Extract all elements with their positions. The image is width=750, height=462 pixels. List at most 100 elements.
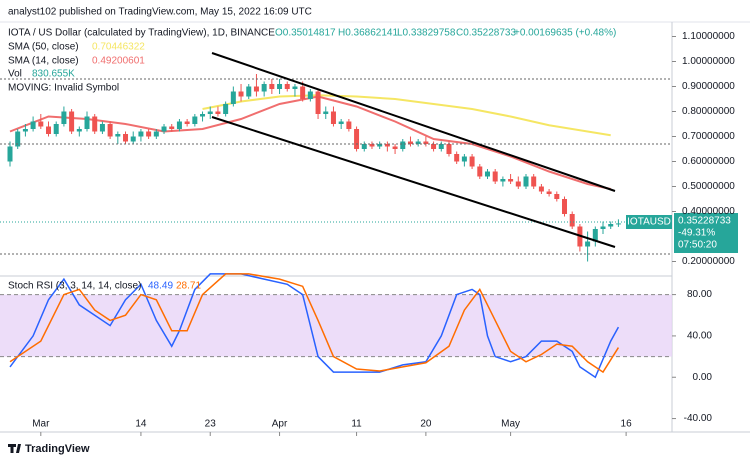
candle-body — [123, 134, 129, 142]
logo-icon — [8, 444, 21, 453]
candle-body — [338, 121, 344, 124]
candle-body — [592, 229, 598, 242]
candle-body — [192, 116, 198, 124]
candle-body — [22, 129, 28, 132]
candle-body — [38, 121, 44, 127]
candle-body — [531, 176, 537, 187]
sma-name: SMA (14, close) — [8, 56, 79, 67]
candle-body — [361, 144, 367, 149]
y-tick-label: 0.20000000 — [682, 256, 735, 267]
ohlc-close: C0.35228733 — [456, 28, 516, 39]
candle-body — [446, 144, 452, 154]
candle-body — [461, 156, 467, 162]
header: analyst102 published on TradingView.com,… — [8, 7, 312, 18]
candle-body — [384, 144, 390, 147]
candle-body — [469, 156, 475, 167]
candle-body — [261, 84, 267, 92]
candle-body — [615, 223, 621, 225]
candle-body — [354, 129, 360, 149]
candle-body — [130, 136, 136, 142]
candle-body — [508, 179, 514, 182]
y-tick-label: 0.60000000 — [682, 156, 735, 167]
stoch-band — [0, 294, 672, 357]
candle-body — [46, 126, 52, 134]
stoch-value: 28.71 — [176, 281, 201, 292]
moving-label: MOVING: Invalid Symbol — [8, 83, 119, 94]
candle-body — [330, 111, 336, 124]
candle-body — [69, 111, 75, 132]
x-tick-label: 16 — [621, 419, 633, 430]
price-tag-value: 0.35228733 — [678, 216, 731, 227]
x-tick-label: May — [501, 419, 520, 430]
y-tick-label: 1.10000000 — [682, 31, 735, 42]
x-tick-label: 14 — [135, 419, 147, 430]
ohlc-change: +0.00169635 (+0.48%) — [514, 28, 616, 39]
candle-body — [600, 226, 606, 229]
candle-body — [608, 224, 614, 227]
volume-name: Vol — [8, 69, 22, 80]
candle-body — [153, 131, 159, 137]
stoch-line — [9, 273, 620, 374]
candle-body — [346, 121, 352, 129]
y-tick-label: 0.00 — [693, 372, 713, 383]
candle-body — [230, 91, 236, 104]
candle-body — [238, 91, 244, 97]
candle-body — [253, 86, 259, 92]
ohlc-low: L0.33829758 — [397, 28, 456, 39]
logo: TradingView — [8, 443, 90, 455]
y-tick-label: -40.00 — [684, 413, 713, 424]
candle-body — [269, 84, 275, 89]
candle-body — [515, 181, 521, 187]
candle-body — [284, 84, 290, 89]
candle-body — [169, 126, 175, 129]
sma-name: SMA (50, close) — [8, 42, 79, 53]
candle-body — [7, 146, 13, 162]
candle-body — [215, 111, 221, 114]
candle-body — [53, 124, 59, 134]
candle-body — [107, 124, 113, 137]
x-tick-label: Apr — [272, 419, 288, 430]
candle-body — [484, 171, 490, 177]
candle-body — [76, 129, 82, 132]
candle-body — [99, 124, 105, 132]
candle-body — [315, 91, 321, 114]
candle-body — [523, 176, 529, 187]
x-tick-label: 20 — [420, 419, 432, 430]
candle-body — [176, 121, 182, 129]
stoch-value: 48.49 — [148, 281, 173, 292]
ohlc-high: H0.36862141 — [338, 28, 398, 39]
candle-body — [30, 121, 36, 129]
sma-value: 0.49200601 — [92, 56, 145, 67]
candle-body — [562, 199, 568, 214]
candle-body — [569, 214, 575, 227]
candle-body — [115, 134, 121, 137]
y-tick-label: 0.80000000 — [682, 106, 735, 117]
y-tick-label: 0.50000000 — [682, 181, 735, 192]
volume-value: 830.655K — [32, 69, 75, 80]
candle-body — [146, 131, 152, 137]
candle-body — [477, 166, 483, 177]
candle-body — [207, 111, 213, 114]
price-tag-countdown: 07:50:20 — [678, 240, 717, 251]
candle-body — [92, 116, 98, 132]
channel-line — [211, 116, 616, 248]
candle-body — [546, 191, 552, 194]
candle-body — [454, 154, 460, 162]
plot — [0, 74, 672, 379]
x-tick-label: 23 — [205, 419, 217, 430]
candle-body — [277, 84, 283, 89]
candle-body — [184, 121, 190, 124]
sma-value: 0.70446322 — [92, 42, 145, 53]
candle-body — [369, 144, 375, 147]
candle-body — [492, 171, 498, 182]
candle-body — [585, 241, 591, 247]
candle-body — [161, 126, 167, 132]
candle-body — [377, 144, 383, 147]
candle-body — [431, 144, 437, 149]
candle-body — [538, 186, 544, 192]
symbol-tag: IOTAUSD — [627, 217, 671, 228]
candle-body — [392, 146, 398, 149]
title: IOTA / US Dollar (calculated by TradingV… — [8, 28, 275, 39]
price-tag: IOTAUSD 0.35228733 -49.31% 07:50:20 — [626, 213, 738, 253]
